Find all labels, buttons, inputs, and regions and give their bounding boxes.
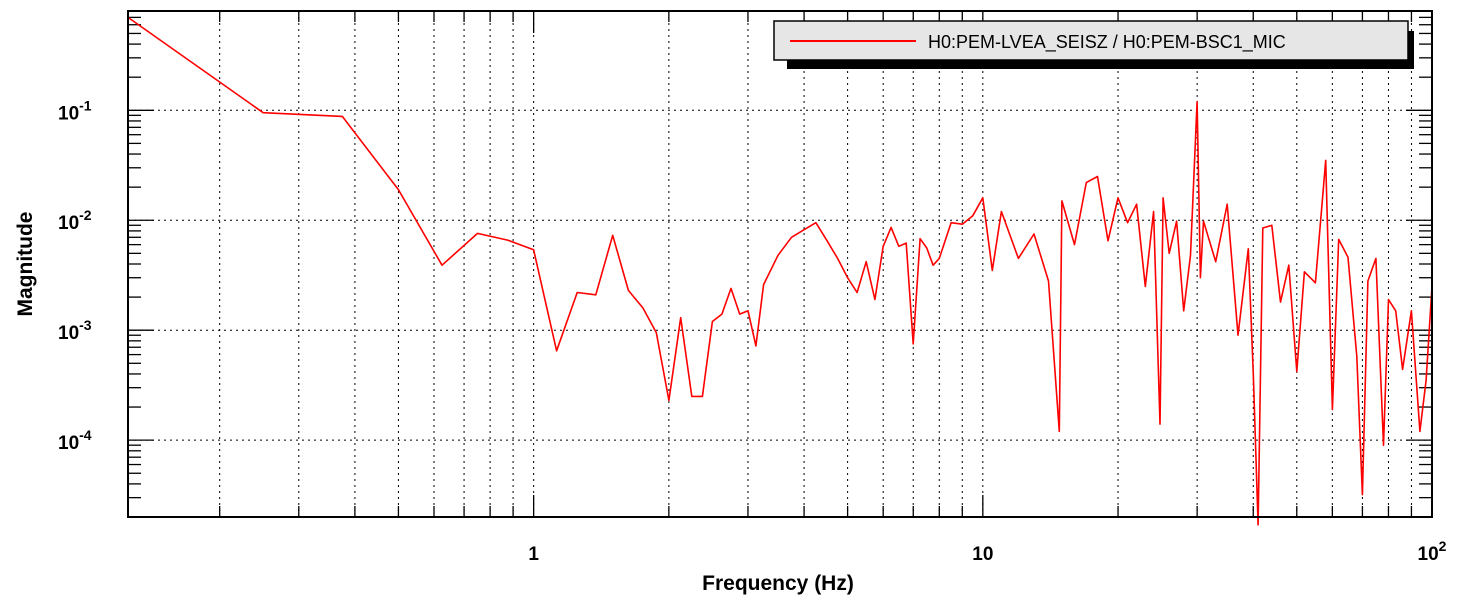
grid-lines (128, 11, 1433, 517)
y-axis-title: Magnitude (14, 212, 37, 317)
y-tick-label: 10-3 (58, 317, 92, 344)
x-tick-label: 102 (1418, 538, 1447, 565)
series-layer (127, 16, 1433, 526)
y-tick-label: 10-1 (58, 97, 92, 124)
x-tick-labels: 1 10 102 (528, 538, 1446, 565)
legend-box (773, 20, 1409, 61)
x-tick-label: 10 (972, 544, 993, 565)
legend: H0:PEM-LVEA_SEISZ / H0:PEM-BSC1_MIC (773, 20, 1414, 69)
x-tick-label: 1 (528, 544, 539, 565)
series-line-0 (127, 16, 1433, 526)
y-tick-label: 10-4 (58, 427, 92, 454)
legend-series-label: H0:PEM-LVEA_SEISZ / H0:PEM-BSC1_MIC (928, 32, 1286, 53)
plot-frame (127, 10, 1433, 518)
y-tick-labels: 10-1 10-2 10-3 10-4 (58, 97, 92, 454)
y-tick-label: 10-2 (58, 207, 92, 234)
x-axis-title: Frequency (Hz) (702, 572, 854, 595)
